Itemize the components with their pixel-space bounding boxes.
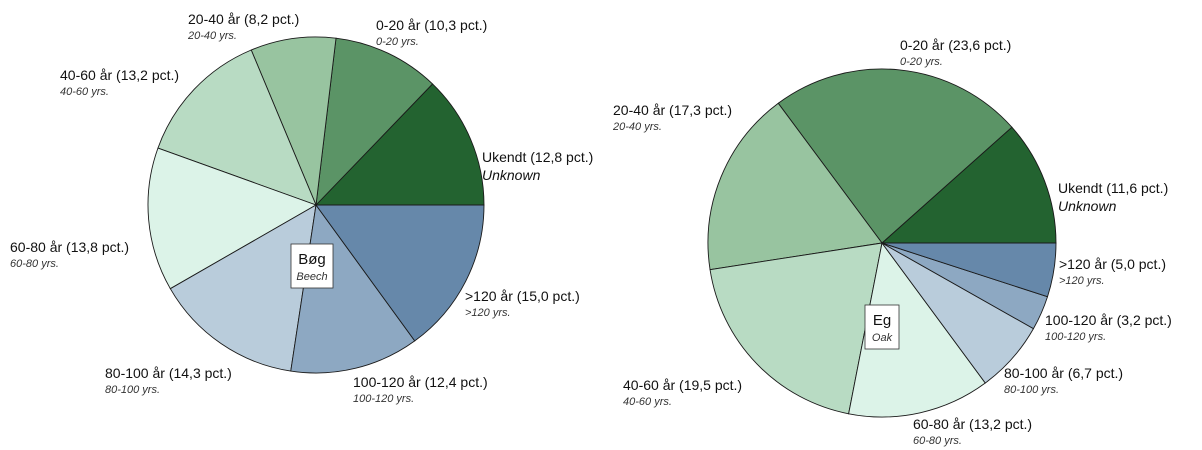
pie-chart-oak: Ukendt (11,6 pct.) Unknown 0-20 år (23,6 p… <box>612 37 1172 447</box>
slice-sublabel: 40-60 yrs. <box>623 396 672 408</box>
pie-slice-5 <box>147 147 318 290</box>
slice-label: 40-60 år (13,2 pct.) <box>60 67 179 83</box>
slice-sublabel: >120 yrs. <box>1059 275 1105 287</box>
slice-sublabel: Unknown <box>482 167 541 183</box>
slice-sublabel: 100-120 yrs. <box>353 393 414 405</box>
slice-sublabel: >120 yrs. <box>465 307 511 319</box>
slice-label: 80-100 år (14,3 pct.) <box>105 365 232 381</box>
pie-slice-8 <box>315 204 485 342</box>
pie-slice-4 <box>157 49 317 206</box>
slice-label: 20-40 år (17,3 pct.) <box>613 102 732 118</box>
slice-sublabel: 60-80 yrs. <box>10 258 59 270</box>
slice-sublabel: 60-80 yrs. <box>913 435 962 447</box>
slice-label: 0-20 år (10,3 pct.) <box>376 17 487 33</box>
pie-slice-3 <box>707 102 883 271</box>
slice-label: >120 år (5,0 pct.) <box>1059 256 1166 272</box>
slice-label: 80-100 år (6,7 pct.) <box>1004 365 1123 381</box>
pie-slice-4 <box>709 242 883 415</box>
slice-label: 60-80 år (13,8 pct.) <box>10 239 129 255</box>
pie-slice-1 <box>314 83 485 206</box>
pie-slice-2 <box>777 68 1013 244</box>
species-label-box <box>290 243 334 289</box>
species-subtitle: Beech <box>296 271 327 283</box>
slice-label: 40-60 år (19,5 pct.) <box>623 377 742 393</box>
slice-label: 0-20 år (23,6 pct.) <box>900 37 1011 53</box>
species-title: Bøg <box>298 251 326 268</box>
slice-label: Ukendt (11,6 pct.) <box>1058 180 1168 196</box>
species-label-box <box>864 304 900 350</box>
slice-label: 100-120 år (12,4 pct.) <box>353 374 488 390</box>
slice-sublabel: 0-20 yrs. <box>900 56 943 68</box>
pie-chart-beech: Ukendt (12,8 pct.) Unknown 0-20 år (10,3 p… <box>10 11 593 405</box>
pie-slice-5 <box>848 241 986 418</box>
pie-slice-1 <box>880 126 1057 244</box>
slice-sublabel: Unknown <box>1058 198 1117 214</box>
slice-sublabel: 100-120 yrs. <box>1045 331 1106 343</box>
slice-sublabel: 80-100 yrs. <box>105 384 160 396</box>
slice-label: Ukendt (12,8 pct.) <box>482 149 593 165</box>
slice-sublabel: 40-60 yrs. <box>60 86 109 98</box>
slice-label: 20-40 år (8,2 pct.) <box>188 11 299 27</box>
pie-slice-8 <box>881 242 1057 298</box>
slice-label: 60-80 år (13,2 pct.) <box>913 416 1032 432</box>
species-subtitle: Oak <box>872 332 893 344</box>
slice-sublabel: 20-40 yrs. <box>187 30 237 42</box>
slice-sublabel: 80-100 yrs. <box>1004 384 1059 396</box>
slice-label: 100-120 år (3,2 pct.) <box>1045 312 1172 328</box>
slice-sublabel: 0-20 yrs. <box>376 36 419 48</box>
slice-label: >120 år (15,0 pct.) <box>465 288 580 304</box>
slice-sublabel: 20-40 yrs. <box>612 121 662 133</box>
pie-slice-3 <box>250 36 337 207</box>
pie-slice-6 <box>169 204 317 372</box>
species-title: Eg <box>873 312 891 329</box>
pie-slice-2 <box>315 37 434 207</box>
